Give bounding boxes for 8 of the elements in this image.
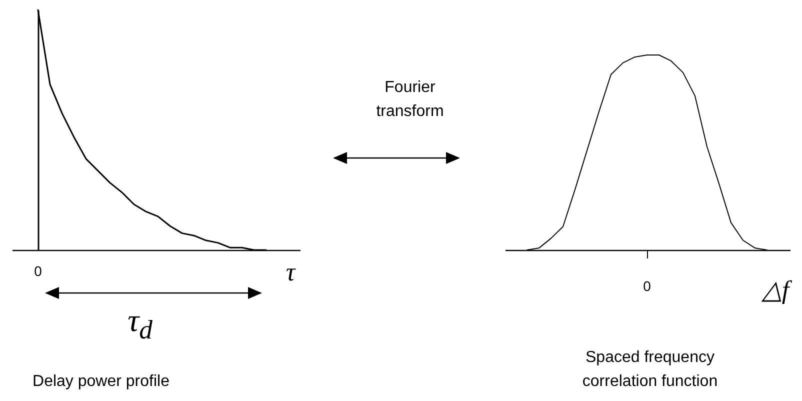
x-axis-title: △f — [760, 276, 793, 304]
text: τ$_{d}$ — [126, 301, 154, 346]
text: 0 — [33, 262, 43, 281]
text: Spaced frequency correlation function — [581, 348, 719, 392]
text: Delay power profile — [32, 372, 170, 392]
text: 0 — [642, 277, 652, 296]
x-axis-title: τ — [286, 258, 297, 286]
text: Fourier transform — [375, 78, 445, 122]
